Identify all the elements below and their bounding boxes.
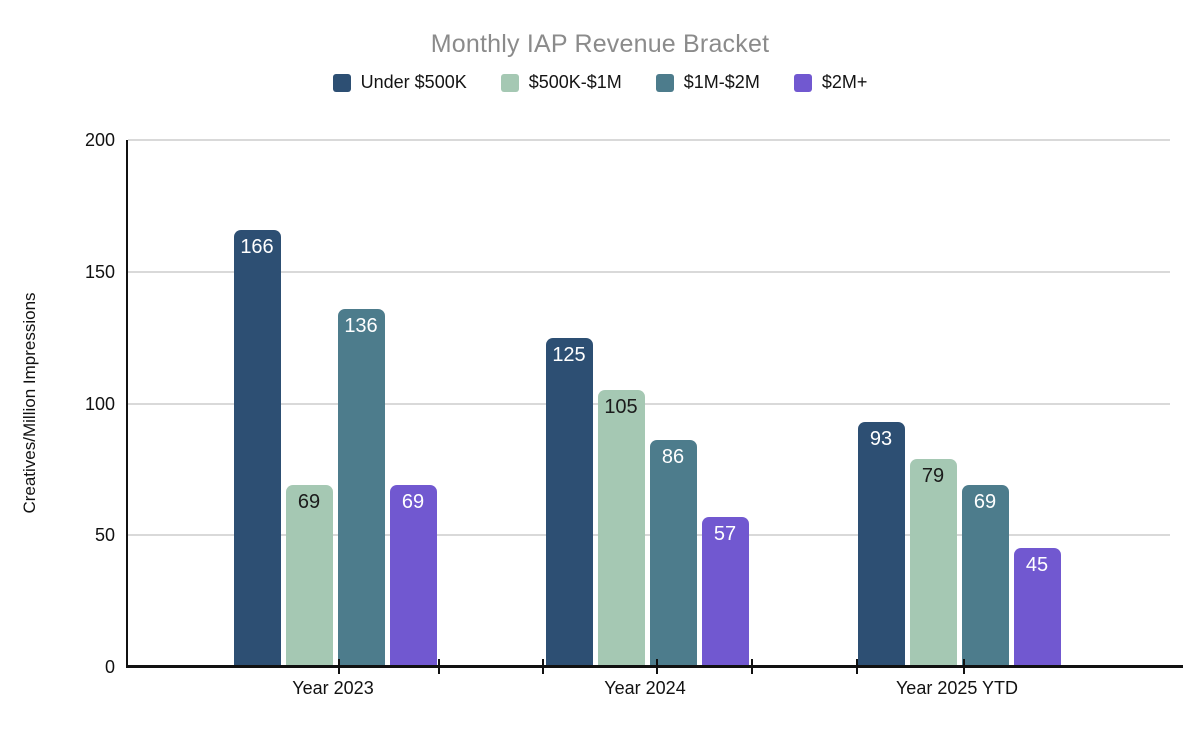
bar-value-label: 125 xyxy=(552,343,586,366)
x-axis-tick xyxy=(856,659,858,674)
bar-group: 93 79 69 45 xyxy=(803,140,1115,667)
legend-item: $1M-$2M xyxy=(655,72,760,93)
x-category-label: Year 2024 xyxy=(604,678,686,698)
gridline xyxy=(128,270,1170,273)
bar-value-label: 69 xyxy=(401,491,425,514)
bar: 136 xyxy=(337,308,385,667)
legend-item-label: $2M+ xyxy=(821,72,868,92)
legend-item: $2M+ xyxy=(793,72,868,93)
bar: 86 xyxy=(649,440,697,667)
bar-value-label: 86 xyxy=(661,446,685,469)
gridline xyxy=(128,139,1170,141)
bar: 166 xyxy=(233,229,281,667)
x-category-label: Year 2025 YTD xyxy=(895,678,1019,698)
x-axis-tick xyxy=(656,659,658,674)
chart-title: Monthly IAP Revenue Bracket xyxy=(430,30,770,58)
bar-value-label: 166 xyxy=(240,235,274,258)
bar: 105 xyxy=(597,390,645,667)
bar-group: 125 105 86 57 xyxy=(491,140,803,667)
y-tick-label: 100 xyxy=(84,393,115,414)
y-tick-label: 50 xyxy=(94,525,115,546)
x-axis-tick xyxy=(438,659,440,674)
legend-item: Under $500K xyxy=(332,72,467,93)
legend-item-label: Under $500K xyxy=(360,72,467,92)
bar: 69 xyxy=(961,485,1009,667)
bar-value-label: 105 xyxy=(604,396,638,419)
bar-value-label: 93 xyxy=(869,427,893,450)
bar-value-label: 79 xyxy=(921,464,945,487)
legend-item: $500K-$1M xyxy=(500,72,622,93)
bar: 45 xyxy=(1013,548,1061,667)
plot-area: 166 69 136 69 125 105 86 57 93 79 69 45 xyxy=(126,139,1170,667)
bar: 79 xyxy=(909,458,957,667)
x-axis-tick xyxy=(338,659,340,674)
y-tick-label: 0 xyxy=(104,657,115,677)
legend-swatch xyxy=(500,73,519,92)
bar-value-label: 57 xyxy=(713,522,737,545)
y-tick-label: 150 xyxy=(84,261,115,282)
bar: 93 xyxy=(857,421,905,667)
bar-value-label: 136 xyxy=(344,314,378,337)
legend-item-label: $1M-$2M xyxy=(683,72,760,92)
legend-swatch xyxy=(655,73,674,92)
x-axis-tick xyxy=(751,659,753,674)
x-category-label: Year 2023 xyxy=(292,678,374,698)
legend-swatch xyxy=(332,73,351,92)
bar: 57 xyxy=(701,516,749,667)
bar: 125 xyxy=(545,337,593,667)
legend-swatch xyxy=(793,73,812,92)
legend-item-label: $500K-$1M xyxy=(528,72,622,92)
bar: 69 xyxy=(389,485,437,667)
x-axis-line xyxy=(126,665,1183,668)
bar-value-label: 69 xyxy=(973,491,997,514)
legend: Under $500K $500K-$1M $1M-$2M $2M+ xyxy=(0,72,1200,93)
x-axis-tick xyxy=(963,659,965,674)
y-tick-label: 200 xyxy=(84,130,115,150)
x-axis-tick xyxy=(542,659,544,674)
gridline xyxy=(128,402,1170,405)
y-axis-title: Creatives/Million Impressions xyxy=(20,292,39,514)
gridline xyxy=(128,534,1170,537)
bar-value-label: 69 xyxy=(297,491,321,514)
bar-group: 166 69 136 69 xyxy=(179,140,491,667)
bar-value-label: 45 xyxy=(1025,554,1049,577)
bar: 69 xyxy=(285,485,333,667)
